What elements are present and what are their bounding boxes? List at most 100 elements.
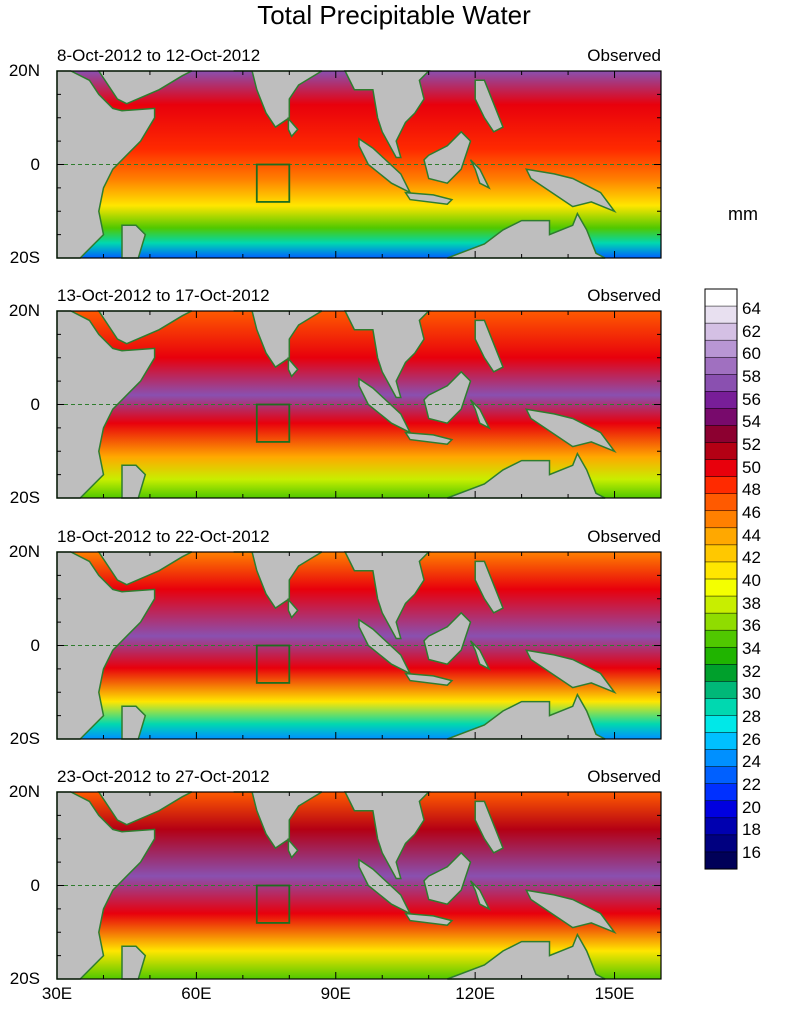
colorbar-swatch <box>704 322 738 341</box>
lon-label: 30E <box>41 984 73 1003</box>
colorbar-swatch <box>704 476 738 495</box>
land-mass <box>287 116 299 138</box>
land-mass <box>404 431 454 445</box>
colorbar-swatch <box>704 595 738 614</box>
colorbar-swatch <box>704 510 738 529</box>
panel-period: 18-Oct-2012 to 22-Oct-2012 <box>57 527 270 546</box>
panel-label: Observed <box>587 46 661 65</box>
figure-title: Total Precipitable Water <box>257 0 531 30</box>
land-mass <box>423 611 472 666</box>
colorbar-label: 64 <box>742 299 761 318</box>
land-mass <box>404 912 454 926</box>
colorbar-swatch <box>704 408 738 427</box>
land-mass <box>524 408 617 453</box>
colorbar <box>704 288 738 870</box>
land-mass <box>474 319 504 373</box>
land-mass <box>474 800 504 854</box>
land-mass <box>358 618 412 676</box>
colorbar-swatch <box>704 288 738 307</box>
land-mass <box>423 370 472 425</box>
land-mass <box>474 79 504 133</box>
land-mass <box>343 70 431 159</box>
panel-period: 8-Oct-2012 to 12-Oct-2012 <box>57 46 261 65</box>
lat-label: 20S <box>9 248 40 267</box>
colorbar-label: 56 <box>742 389 761 409</box>
panel-label: Observed <box>587 286 661 305</box>
colorbar-swatch <box>704 749 738 768</box>
panel-period: 23-Oct-2012 to 27-Oct-2012 <box>57 767 270 786</box>
colorbar-swatch <box>704 442 738 461</box>
colorbar-swatch <box>704 425 738 444</box>
colorbar-swatch <box>704 817 738 836</box>
colorbar-swatch <box>704 561 738 580</box>
land-mass <box>469 159 491 190</box>
colorbar-label: 46 <box>742 503 761 522</box>
lat-label: 20N <box>8 61 40 80</box>
colorbar-swatch <box>704 834 738 853</box>
map-panel-1 <box>56 70 662 259</box>
lat-label: 20S <box>9 488 40 507</box>
land-mass <box>56 70 156 259</box>
colorbar-swatch <box>704 664 738 682</box>
lat-label: 20N <box>8 542 40 561</box>
colorbar-label: 18 <box>742 820 761 840</box>
lon-label: 90E <box>320 984 351 1003</box>
map-panel-4 <box>56 791 662 980</box>
colorbar-swatch <box>704 800 738 819</box>
colorbar-label: 42 <box>742 548 761 568</box>
land-mass <box>423 130 472 185</box>
colorbar-units: mm <box>728 204 758 224</box>
colorbar-swatch <box>704 339 738 358</box>
land-mass <box>469 399 491 430</box>
colorbar-label: 50 <box>742 457 761 477</box>
region-box <box>255 644 291 684</box>
land-mass <box>524 168 617 213</box>
land-mass <box>404 191 454 205</box>
lat-label: 0 <box>30 154 40 174</box>
land-mass <box>343 551 431 640</box>
land-mass <box>358 137 412 195</box>
colorbar-label: 38 <box>742 593 761 613</box>
land-mass <box>474 560 504 614</box>
lat-label: 0 <box>30 394 40 414</box>
colorbar-label: 48 <box>742 480 761 500</box>
region-box <box>255 403 291 443</box>
lat-label: 20N <box>8 782 40 801</box>
colorbar-label: 44 <box>742 525 761 545</box>
colorbar-label: 16 <box>742 843 761 862</box>
colorbar-swatch <box>704 629 738 648</box>
land-mass <box>287 837 299 859</box>
land-mass <box>287 356 299 378</box>
colorbar-swatch <box>704 646 738 665</box>
map-panel-2 <box>56 310 662 499</box>
map-panel-3 <box>56 551 662 740</box>
region-box <box>255 163 291 203</box>
colorbar-swatch <box>704 715 738 734</box>
colorbar-swatch <box>704 681 738 699</box>
colorbar-swatch <box>704 493 738 512</box>
colorbar-label: 62 <box>742 321 761 341</box>
panel-label: Observed <box>587 767 661 786</box>
colorbar-label: 22 <box>742 775 761 794</box>
lat-label: 0 <box>30 635 40 655</box>
land-mass <box>358 858 412 916</box>
colorbar-label: 28 <box>742 707 761 726</box>
colorbar-swatch <box>704 391 738 409</box>
land-mass <box>404 672 454 686</box>
lat-label: 20S <box>9 969 40 988</box>
lon-label: 60E <box>181 984 212 1003</box>
panel-period: 13-Oct-2012 to 17-Oct-2012 <box>57 286 270 305</box>
colorbar-label: 58 <box>742 367 761 386</box>
land-mass <box>469 880 491 911</box>
land-mass <box>56 310 156 499</box>
colorbar-swatch <box>704 698 738 717</box>
colorbar-label: 54 <box>742 412 761 432</box>
colorbar-swatch <box>704 527 738 546</box>
colorbar-frame <box>704 288 738 870</box>
lat-label: 0 <box>30 875 40 895</box>
land-mass <box>524 649 617 694</box>
land-mass <box>524 889 617 934</box>
colorbar-swatch <box>704 783 738 802</box>
land-mass <box>469 640 491 671</box>
